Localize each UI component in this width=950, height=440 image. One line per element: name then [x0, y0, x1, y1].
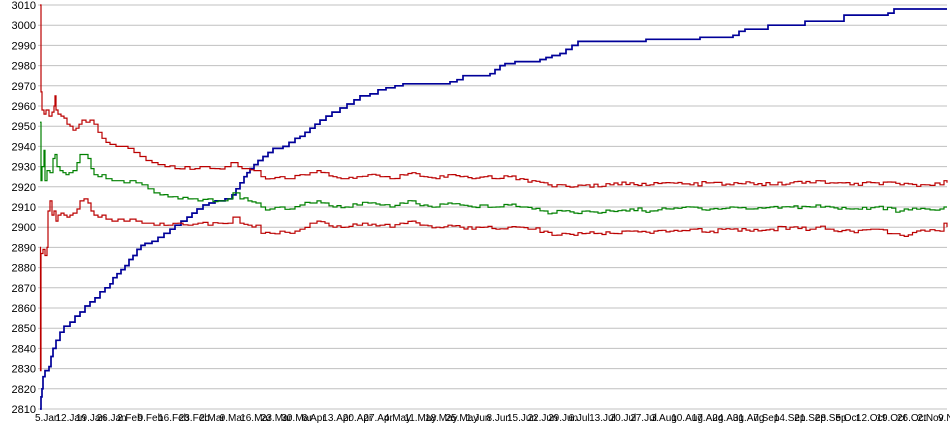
x-axis-tick-label: 27.Jul [630, 413, 657, 424]
y-axis-tick-label: 2970 [12, 81, 36, 93]
x-axis-tick-label: 23.Feb [179, 413, 211, 424]
y-axis-tick-label: 2900 [12, 222, 36, 234]
x-axis-tick-label: 29.Jun [548, 413, 578, 424]
y-axis-tick-label: 2890 [12, 242, 36, 254]
x-axis-tick-label: 9.Nov [938, 413, 950, 424]
x-axis-tick-label: 2.Nov [918, 413, 944, 424]
y-axis-tick-label: 2980 [12, 61, 36, 73]
y-axis-tick-label: 2960 [12, 101, 36, 113]
x-axis-tick-label: 5.Oct [835, 413, 859, 424]
x-axis-tick-label: 9.Feb [138, 413, 164, 424]
x-axis-tick-label: 2.Feb [117, 413, 143, 424]
x-axis-tick-label: 7.Sep [753, 413, 780, 424]
x-axis-tick-label: 4.May [384, 413, 411, 424]
y-axis-tick-label: 2920 [12, 182, 36, 194]
x-axis-tick-label: 12.Jan [56, 413, 86, 424]
x-axis-tick-label: 21.Sep [794, 413, 826, 424]
x-axis-tick-label: 16.Mar [240, 413, 272, 424]
x-axis-tick-label: 9.Mar [220, 413, 246, 424]
x-axis-tick-label: 24.Aug [712, 413, 744, 424]
y-axis-tick-label: 2860 [12, 303, 36, 315]
x-axis-tick-label: 14.Sep [774, 413, 806, 424]
x-axis-tick-label: 25.May [446, 413, 479, 424]
x-axis-tick-label: 15.Jun [507, 413, 537, 424]
x-axis-tick-label: 27.Apr [363, 413, 393, 424]
x-axis-tick-label: 11.May [404, 413, 436, 424]
x-axis-tick-label: 12.Oct [856, 413, 886, 424]
x-axis-tick-label: 26.Jan [97, 413, 127, 424]
x-axis-tick-label: 13.Apr [322, 413, 352, 424]
x-axis-tick-label: 5.Jan [35, 413, 59, 424]
y-axis-tick-label: 2810 [12, 404, 36, 416]
x-axis-tick-label: 26.Oct [897, 413, 927, 424]
y-axis-tick-label: 2840 [12, 343, 36, 355]
y-axis-tick-label: 2930 [12, 162, 36, 174]
y-axis-tick-label: 2940 [12, 141, 36, 153]
series-upper-band [40, 4, 948, 188]
x-axis-tick-label: 20.Apr [343, 413, 373, 424]
y-axis-tick-label: 2830 [12, 364, 36, 376]
x-axis-tick-label: 23.Mar [261, 413, 293, 424]
y-axis-tick-label: 2820 [12, 384, 36, 396]
x-axis-tick-label: 20.Jul [610, 413, 637, 424]
x-axis-tick-label: 19.Oct [876, 413, 906, 424]
x-axis-tick-label: 16.Feb [158, 413, 190, 424]
x-axis-tick-label: 6.Jul [569, 413, 590, 424]
x-axis-tick-label: 30.Mar [281, 413, 313, 424]
y-axis-tick-label: 2870 [12, 283, 36, 295]
y-axis-tick-label: 3010 [12, 0, 36, 12]
x-axis-tick-label: 22.Jun [528, 413, 558, 424]
x-axis-tick-label: 3.Aug [651, 413, 677, 424]
series-balance [40, 8, 947, 410]
x-axis-tick-label: 1.Jun [466, 413, 490, 424]
x-axis-tick-label: 19.Jan [76, 413, 106, 424]
series-mid-line [40, 121, 947, 215]
x-axis-tick-label: 10.Aug [671, 413, 703, 424]
x-axis-tick-label: 13.Jul [589, 413, 616, 424]
y-axis-tick-label: 3000 [12, 20, 36, 32]
y-axis-tick-label: 2880 [12, 263, 36, 275]
y-axis-tick-label: 2990 [12, 40, 36, 52]
x-axis-tick-label: 28.Sep [815, 413, 847, 424]
x-axis-tick-label: 17.Aug [692, 413, 724, 424]
x-axis-tick-label: 31.Aug [733, 413, 765, 424]
x-axis-tick-label: 2.Mar [199, 413, 225, 424]
y-axis-tick-label: 2910 [12, 202, 36, 214]
y-axis-tick-label: 2950 [12, 121, 36, 133]
series-lower-band [39, 198, 948, 372]
x-axis-tick-label: 18.May [425, 413, 458, 424]
x-axis-tick-label: 8.Jun [487, 413, 511, 424]
y-axis-tick-label: 2850 [12, 323, 36, 335]
x-axis-tick-label: 6.Apr [302, 413, 327, 424]
